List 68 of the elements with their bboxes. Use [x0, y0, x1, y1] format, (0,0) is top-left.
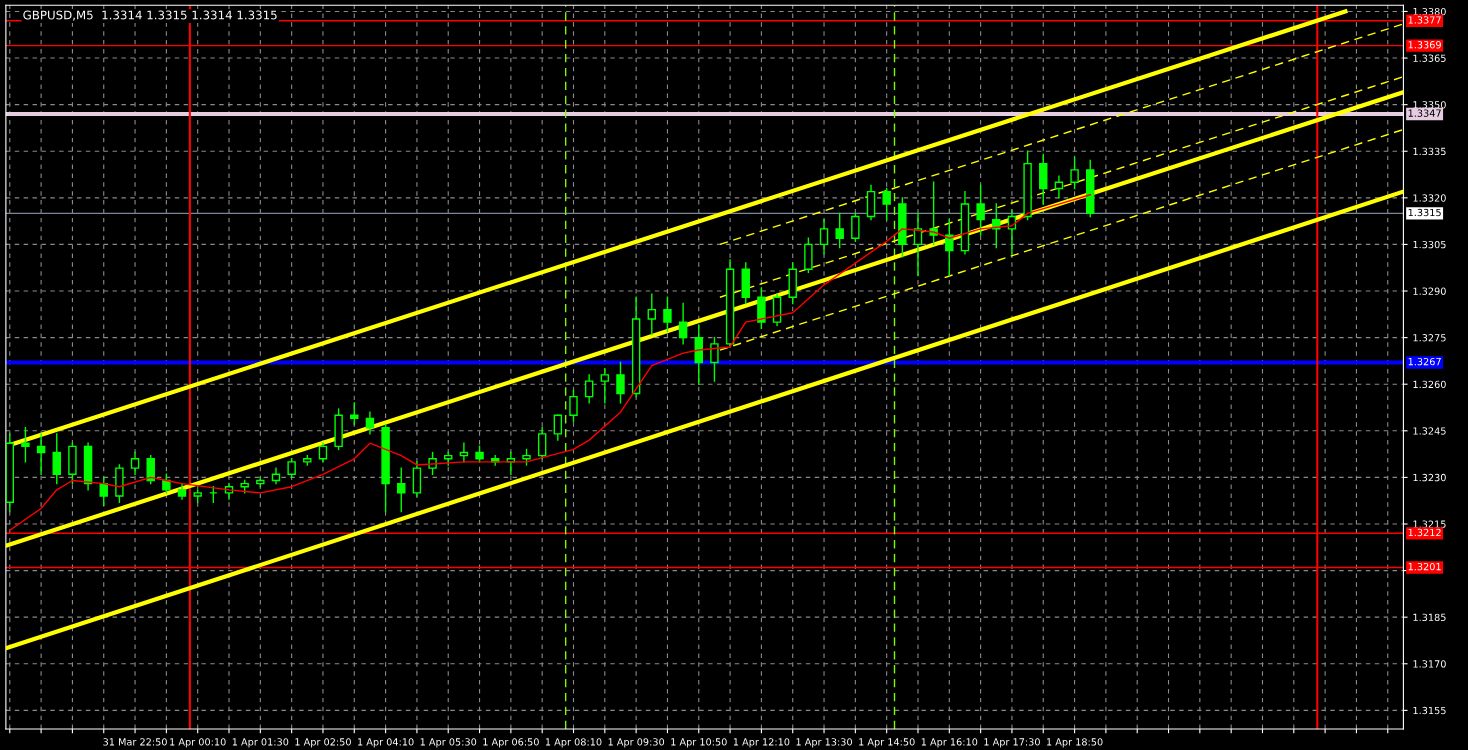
x-tick-label: 1 Apr 16:10 — [921, 738, 978, 748]
ref-line-label: 1.3267 — [1408, 357, 1441, 366]
y-tick-label: 1.3170 — [1413, 660, 1446, 668]
x-tick-label: 1 Apr 18:50 — [1047, 738, 1103, 748]
x-tick-label: 1 Apr 14:50 — [859, 738, 915, 748]
x-tick-label: 1 Apr 17:30 — [984, 738, 1040, 748]
x-tick-label: 1 Apr 01:30 — [232, 738, 289, 748]
candlestick — [537, 427, 547, 460]
candlestick — [287, 458, 296, 479]
y-tick-label: 1.3230 — [1413, 473, 1446, 482]
y-tick-label: 1.3290 — [1413, 287, 1446, 295]
x-tick-label: 1 Apr 06:50 — [483, 738, 539, 748]
candlestick — [616, 361, 625, 404]
ref-line-label: 1.3212 — [1408, 528, 1441, 537]
ref-line-label: 1.3201 — [1408, 562, 1441, 571]
x-tick-label: 1 Apr 02:50 — [295, 738, 351, 748]
candlestick — [318, 442, 328, 463]
candlestick — [365, 411, 375, 435]
candlestick — [553, 414, 563, 441]
x-tick-label: 1 Apr 13:30 — [796, 738, 852, 748]
candlestick — [647, 293, 657, 336]
candlestick — [21, 427, 30, 463]
x-tick-label: 1 Apr 08:10 — [545, 738, 602, 748]
candlestick — [397, 467, 406, 513]
y-tick-label: 1.3260 — [1413, 380, 1446, 389]
ref-line-label: 1.3377 — [1408, 16, 1441, 24]
x-tick-label: 1 Apr 12:10 — [733, 738, 790, 748]
candlestick — [992, 203, 1001, 249]
candlestick — [976, 184, 985, 236]
candlestick — [130, 451, 140, 475]
candlestick — [52, 433, 61, 485]
y-tick-label: 1.3155 — [1413, 706, 1446, 715]
x-tick-label: 1 Apr 09:30 — [608, 738, 665, 748]
y-tick-label: 1.3305 — [1413, 240, 1446, 249]
ref-line-label: 1.3369 — [1408, 41, 1441, 49]
x-tick-label: 1 Apr 10:50 — [671, 738, 727, 748]
y-tick-label: 1.3275 — [1413, 334, 1446, 342]
candlestick — [146, 454, 155, 485]
candlestick — [36, 433, 46, 475]
candlestick — [710, 336, 719, 382]
candlestick — [882, 187, 891, 221]
x-tick-label: 1 Apr 00:10 — [170, 738, 226, 748]
candlestick — [600, 367, 610, 404]
candlestick — [678, 302, 688, 345]
chart-title: GBPUSD,M5 1.3314 1.3315 1.3314 1.3315 — [23, 10, 277, 21]
x-tick-label: 1 Apr 05:30 — [420, 738, 477, 748]
ref-line-label: 1.3315 — [1408, 208, 1441, 217]
candlestick — [945, 218, 954, 277]
x-tick-label: 31 Mar 22:50 — [103, 738, 167, 746]
y-tick-label: 1.3380 — [1413, 7, 1446, 16]
y-tick-label: 1.3335 — [1413, 147, 1446, 156]
candlestick — [851, 212, 860, 243]
candlestick — [584, 374, 594, 404]
candlestick — [569, 389, 578, 423]
y-tick-label: 1.3215 — [1413, 520, 1446, 528]
candlestick — [663, 296, 672, 333]
candlestick — [162, 473, 171, 494]
x-tick-label: 1 Apr 04:10 — [358, 738, 414, 748]
y-tick-label: 1.3320 — [1413, 194, 1446, 202]
y-tick-label: 1.3185 — [1413, 613, 1446, 622]
y-tick-label: 1.3365 — [1413, 54, 1446, 62]
candlestick — [271, 467, 281, 485]
candlestick — [819, 218, 829, 255]
candlestick — [835, 212, 844, 249]
y-tick-label: 1.3245 — [1413, 427, 1446, 435]
candlestick — [913, 212, 923, 277]
candlestick — [1070, 156, 1079, 190]
candlestick — [1054, 175, 1064, 199]
